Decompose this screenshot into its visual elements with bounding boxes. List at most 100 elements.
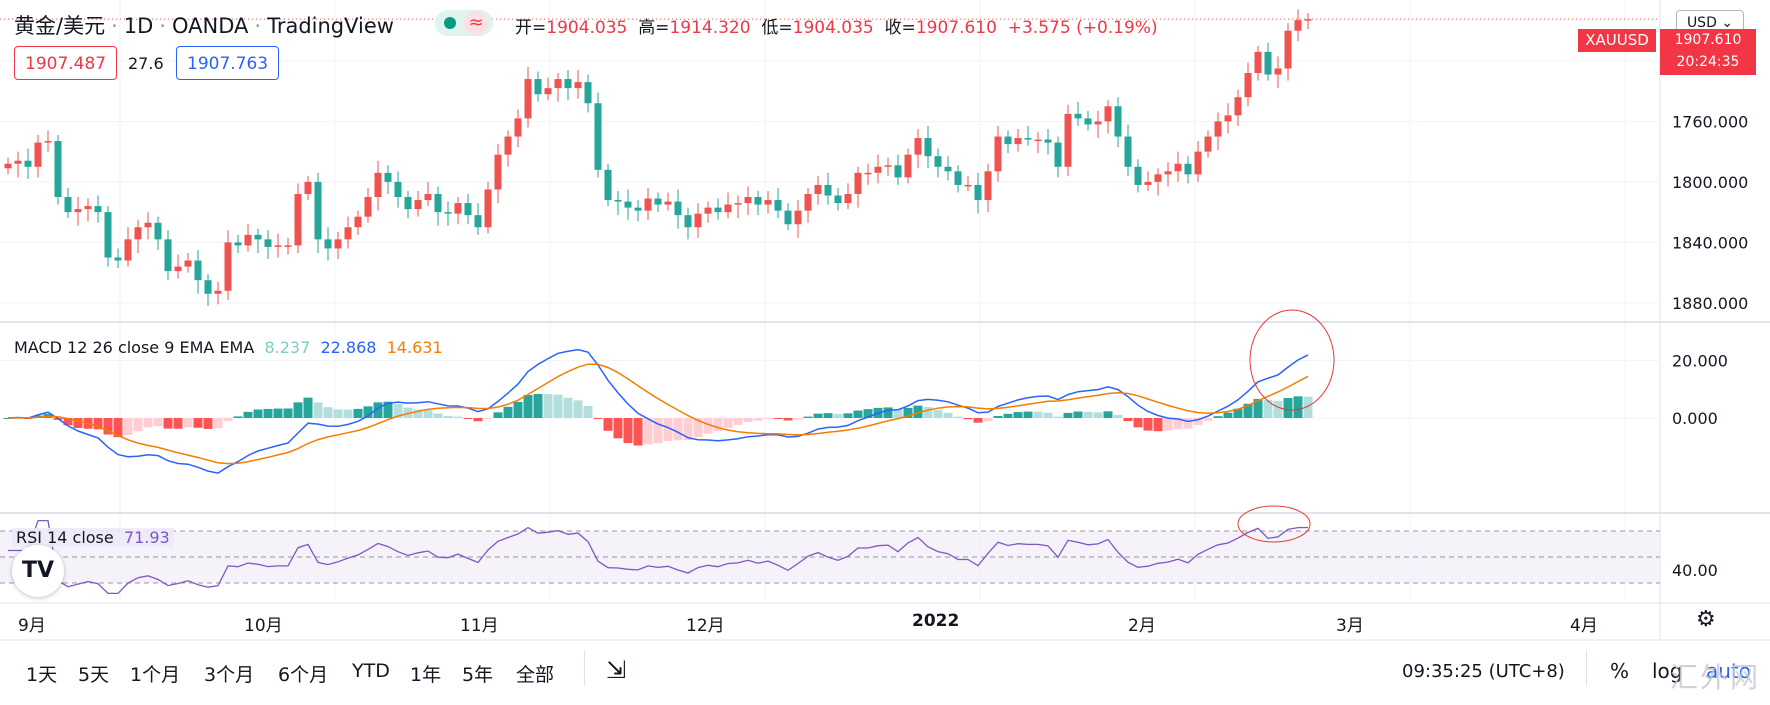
- macd-histogram-bar: [943, 412, 953, 418]
- candle-body: [264, 239, 272, 247]
- ask-price-box[interactable]: 1907.763: [176, 46, 280, 80]
- candle-body: [174, 266, 182, 272]
- range-button[interactable]: 6个月: [278, 664, 329, 686]
- candle-body: [894, 165, 902, 178]
- macd-histogram-bar: [1293, 396, 1303, 418]
- toolbar-divider: [584, 650, 585, 686]
- platform-label: TradingView: [267, 14, 394, 38]
- candle-body: [1204, 136, 1212, 152]
- macd-histogram-bar: [543, 394, 553, 418]
- candle-body: [1014, 138, 1022, 145]
- macd-histogram-bar: [643, 418, 653, 445]
- macd-histogram-bar: [213, 418, 223, 429]
- macd-histogram-bar: [833, 413, 843, 418]
- range-button[interactable]: 1个月: [130, 664, 181, 686]
- macd-histogram-bar: [663, 418, 673, 442]
- macd-histogram-bar: [133, 418, 143, 432]
- macd-histogram-bar: [963, 418, 973, 420]
- goto-date-icon[interactable]: ⇲: [606, 656, 627, 684]
- candle-body: [644, 198, 652, 211]
- candle-body: [814, 184, 822, 194]
- range-button[interactable]: 5天: [78, 664, 110, 686]
- candle-body: [504, 136, 512, 155]
- macd-histogram-bar: [223, 418, 233, 422]
- macd-histogram-bar: [923, 407, 933, 418]
- macd-histogram-bar: [533, 393, 543, 418]
- macd-line-value: 22.868: [320, 338, 377, 357]
- settings-gear-icon[interactable]: ⚙: [1696, 607, 1716, 632]
- candle-body: [664, 201, 672, 205]
- bid-price-box[interactable]: 1907.487: [14, 46, 118, 80]
- candle-body: [654, 198, 662, 205]
- macd-histogram-bar: [293, 402, 303, 418]
- macd-legend-label: MACD 12 26 close 9 EMA EMA: [14, 338, 255, 357]
- candle-body: [1124, 136, 1132, 167]
- candle-body: [134, 227, 142, 240]
- market-status-pill[interactable]: ≈: [435, 10, 493, 36]
- candle-body: [344, 227, 352, 240]
- candle-body: [1084, 118, 1092, 125]
- rsi-legend[interactable]: RSI 14 close 71.93: [12, 528, 174, 547]
- candle-body: [384, 172, 392, 182]
- macd-histogram-bar: [603, 418, 613, 431]
- candle-body: [1224, 115, 1232, 122]
- macd-histogram-bar: [193, 418, 203, 428]
- macd-histogram-bar: [263, 408, 273, 418]
- macd-histogram-bar: [413, 409, 423, 418]
- macd-histogram-bar: [273, 408, 283, 418]
- candle-body: [754, 197, 762, 205]
- macd-histogram-bar: [1053, 416, 1063, 418]
- macd-legend[interactable]: MACD 12 26 close 9 EMA EMA 8.237 22.868 …: [14, 338, 443, 357]
- last-price-value: 1907.610: [1674, 32, 1742, 48]
- candle-body: [254, 234, 262, 240]
- candle-body: [324, 239, 332, 249]
- macd-histogram-bar: [513, 401, 523, 418]
- candle-body: [974, 184, 982, 201]
- symbol-tag: XAUUSD: [1578, 29, 1656, 52]
- candle-body: [154, 222, 162, 240]
- range-button[interactable]: 5年: [462, 664, 494, 686]
- tradingview-logo-icon[interactable]: TV: [12, 545, 64, 597]
- macd-histogram-bar: [553, 394, 563, 418]
- macd-histogram-bar: [1273, 400, 1283, 418]
- percent-toggle[interactable]: %: [1610, 659, 1630, 683]
- macd-histogram-bar: [853, 410, 863, 418]
- bar-countdown: 20:24:35: [1676, 54, 1740, 70]
- candle-body: [1054, 142, 1062, 167]
- price-axis-tick: 1800.000: [1672, 173, 1748, 192]
- macd-histogram-bar: [933, 409, 943, 418]
- macd-histogram-bar: [123, 418, 133, 436]
- candle-body: [114, 257, 122, 261]
- candle-body: [854, 172, 862, 194]
- candle-body: [544, 88, 552, 95]
- macd-histogram-bar: [333, 409, 343, 418]
- macd-histogram-bar: [233, 416, 243, 418]
- log-toggle[interactable]: log: [1652, 659, 1683, 683]
- candle-body: [1134, 166, 1142, 185]
- macd-histogram-bar: [1103, 411, 1113, 418]
- macd-axis-tick: 0.000: [1672, 409, 1718, 428]
- clock-readout[interactable]: 09:35:25 (UTC+8): [1402, 661, 1565, 682]
- candle-body: [164, 239, 172, 272]
- chart-title[interactable]: 黄金/美元 · 1D · OANDA · TradingView: [14, 14, 394, 38]
- rsi-axis-tick: 40.00: [1672, 561, 1718, 580]
- range-button[interactable]: 全部: [516, 664, 555, 686]
- macd-histogram-bar: [1023, 411, 1033, 418]
- macd-histogram-bar: [1233, 408, 1243, 418]
- macd-histogram-bar: [343, 409, 353, 418]
- candle-body: [764, 200, 772, 205]
- candle-body: [554, 79, 562, 89]
- macd-histogram-bar: [773, 418, 783, 419]
- candle-body: [864, 172, 872, 175]
- candle-body: [84, 206, 92, 210]
- range-button[interactable]: 3个月: [204, 664, 255, 686]
- macd-histogram-bar: [173, 418, 183, 429]
- range-button[interactable]: 1年: [410, 664, 442, 686]
- range-button[interactable]: 1天: [26, 664, 58, 686]
- candle-body: [404, 197, 412, 210]
- candle-body: [184, 260, 192, 267]
- market-open-icon: [444, 17, 456, 29]
- range-button[interactable]: YTD: [352, 660, 390, 682]
- macd-histogram-bar: [813, 413, 823, 418]
- auto-toggle[interactable]: auto: [1706, 659, 1752, 683]
